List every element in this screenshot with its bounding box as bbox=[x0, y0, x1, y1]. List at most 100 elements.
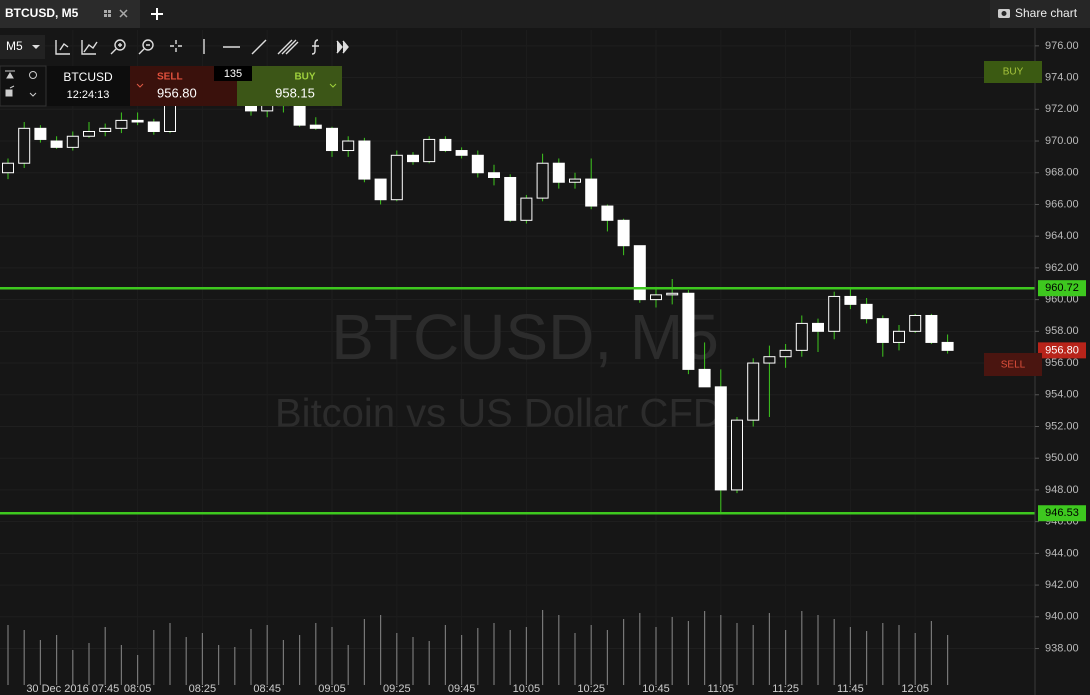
candle-body bbox=[471, 154, 484, 174]
channel-tool[interactable] bbox=[277, 39, 299, 55]
volume-bar bbox=[525, 627, 527, 685]
dropdown-arrow bbox=[32, 45, 40, 49]
x-tick-label: 11:25 bbox=[772, 683, 799, 695]
sell-label: SELL bbox=[157, 72, 183, 83]
y-tick-label: 962.00 bbox=[1045, 262, 1079, 274]
candle-body bbox=[309, 124, 322, 129]
volume-bar bbox=[380, 615, 382, 685]
volume-bar bbox=[606, 630, 608, 685]
timeframe-label: M5 bbox=[6, 39, 23, 53]
candle-body bbox=[909, 314, 922, 332]
fast-forward[interactable] bbox=[336, 40, 349, 54]
tab-layout-icon[interactable] bbox=[104, 10, 111, 17]
volume-bar bbox=[396, 633, 398, 685]
x-tick-label: 09:05 bbox=[318, 683, 346, 695]
volume-bar bbox=[639, 613, 641, 685]
volume-bar bbox=[801, 611, 803, 685]
volume-bar bbox=[947, 635, 949, 685]
time-axis-labels: 30 Dec 2016 07:45 08:05 08:25 08:45 09:05 09:… bbox=[26, 683, 929, 695]
watermark-title: BTCUSD, M5 bbox=[331, 301, 719, 373]
volume-bar bbox=[542, 610, 544, 685]
y-tick-label: 944.00 bbox=[1045, 547, 1079, 559]
tool-icon[interactable] bbox=[55, 40, 70, 55]
volume-bar bbox=[785, 630, 787, 685]
tab-close[interactable] bbox=[119, 9, 128, 18]
search-icon[interactable] bbox=[29, 71, 37, 79]
volume-bar bbox=[444, 625, 446, 685]
ticket-symbol: BTCUSD bbox=[63, 70, 113, 84]
ticket-icon[interactable] bbox=[5, 70, 15, 97]
y-tick-label: 956.00 bbox=[1045, 357, 1079, 369]
candle-body bbox=[147, 121, 160, 133]
candle-body bbox=[99, 127, 112, 133]
candle-body bbox=[2, 162, 14, 174]
x-tick-label: 30 Dec 2016 07:45 bbox=[26, 683, 119, 695]
volume-bar bbox=[56, 635, 58, 685]
y-tick-label: 948.00 bbox=[1045, 484, 1079, 496]
buy-box[interactable] bbox=[237, 66, 342, 106]
candle-body bbox=[520, 197, 533, 221]
tab[interactable] bbox=[0, 0, 140, 28]
y-tick-label: 974.00 bbox=[1045, 71, 1079, 83]
volume-bar bbox=[39, 640, 41, 685]
candle-body bbox=[455, 150, 468, 156]
candle-body bbox=[342, 140, 355, 152]
volume-bar bbox=[412, 637, 414, 685]
volume-bar bbox=[201, 633, 203, 685]
candle-body bbox=[650, 294, 662, 301]
y-tick-label: 952.00 bbox=[1045, 420, 1079, 432]
candle-body bbox=[763, 356, 776, 364]
candle-body bbox=[536, 162, 549, 199]
volume-bar bbox=[898, 625, 900, 685]
volume-bar bbox=[347, 645, 349, 685]
volume-bar bbox=[331, 627, 333, 685]
x-tick-label: 11:45 bbox=[837, 683, 864, 695]
y-tick-label: 940.00 bbox=[1045, 611, 1079, 623]
x-tick-label: 09:45 bbox=[448, 683, 476, 695]
x-tick-label: 09:25 bbox=[383, 683, 411, 695]
volume-bar bbox=[88, 643, 90, 685]
side-buy-button[interactable] bbox=[984, 61, 1042, 83]
x-tick-label: 08:25 bbox=[189, 683, 217, 695]
volume-bar bbox=[590, 625, 592, 685]
volume-bar bbox=[477, 628, 479, 685]
candle-body bbox=[66, 135, 79, 148]
volume-bar bbox=[72, 650, 74, 685]
candle-body bbox=[439, 138, 452, 152]
candle-body bbox=[585, 178, 598, 207]
candle-body bbox=[50, 140, 63, 148]
tab-bar bbox=[0, 0, 1090, 28]
zoom-in-glyph bbox=[110, 43, 122, 55]
candle-body bbox=[293, 104, 306, 126]
share-label: Share chart bbox=[1015, 6, 1078, 20]
trend-line-tool[interactable] bbox=[251, 39, 267, 55]
volume-layer bbox=[7, 610, 949, 685]
candle-body bbox=[407, 154, 419, 163]
spread-box bbox=[214, 66, 252, 81]
level-tag bbox=[1038, 280, 1086, 297]
indicator-tool[interactable] bbox=[311, 39, 319, 55]
x-tick-label: 08:45 bbox=[253, 683, 281, 695]
new-tab[interactable] bbox=[151, 8, 163, 20]
candle-layer bbox=[2, 69, 954, 513]
y-tick-label: 960.00 bbox=[1045, 294, 1079, 306]
volume-bar bbox=[623, 619, 625, 685]
tool-icon[interactable] bbox=[81, 40, 98, 55]
zoom-in[interactable] bbox=[114, 39, 126, 51]
zoom-out[interactable] bbox=[142, 39, 154, 51]
volume-bar bbox=[7, 625, 9, 685]
y-tick-label: 976.00 bbox=[1045, 40, 1079, 52]
level-tag-label: 946.53 bbox=[1045, 507, 1079, 519]
volume-bar bbox=[720, 615, 722, 685]
volume-bar bbox=[104, 627, 106, 685]
crosshair[interactable] bbox=[170, 40, 182, 52]
candle-body bbox=[893, 330, 905, 343]
ticket-dropdown[interactable] bbox=[29, 92, 37, 97]
volume-bar bbox=[169, 623, 171, 685]
side-sell-button[interactable] bbox=[984, 353, 1042, 376]
candle-body bbox=[617, 219, 630, 247]
candle-body bbox=[779, 349, 792, 358]
candle-body bbox=[504, 176, 517, 221]
